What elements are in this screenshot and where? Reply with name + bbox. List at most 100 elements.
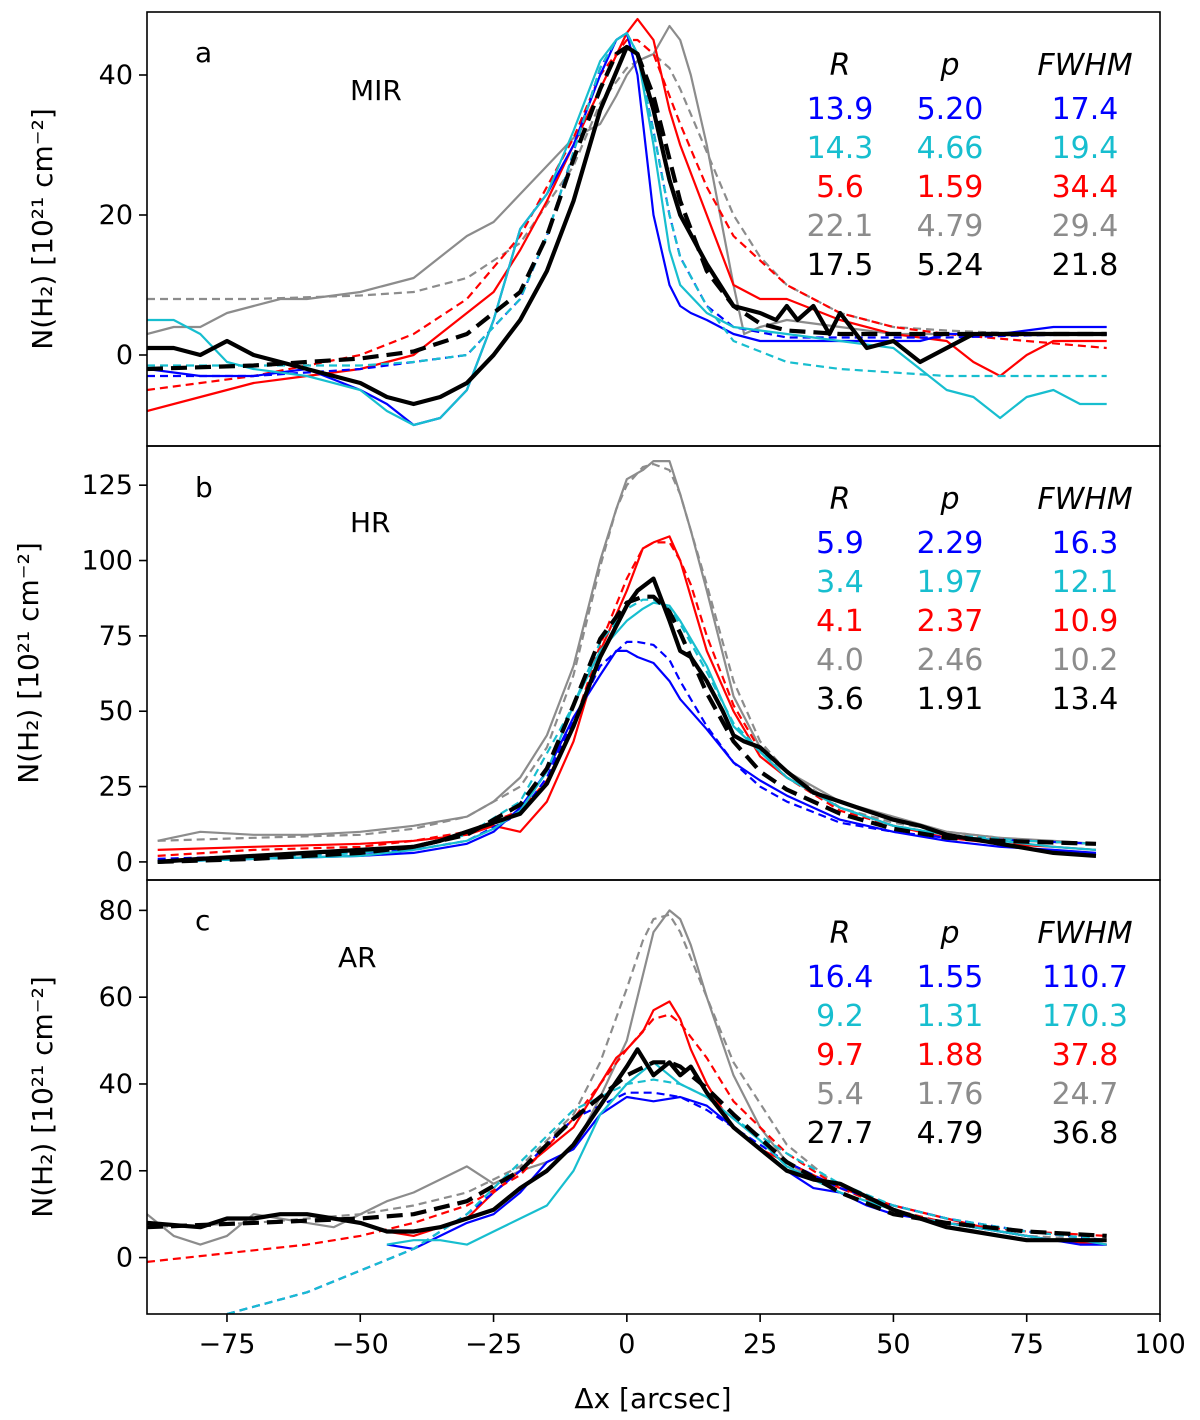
- series-gray-dashed-a: [147, 52, 1107, 336]
- y-tick-label-b-100: 100: [81, 546, 133, 577]
- table-cell-b-cyan-fwhm: 12.1: [1052, 565, 1119, 600]
- table-header-a-fwhm: FWHM: [1037, 48, 1132, 83]
- table-cell-c-black-r: 27.7: [807, 1116, 874, 1151]
- table-cell-a-cyan-fwhm: 19.4: [1052, 131, 1119, 166]
- series-gray-solid-a: [147, 24, 1107, 336]
- y-tick-label-a-20: 20: [99, 200, 133, 231]
- series-black-dashed-a: [147, 44, 1107, 372]
- y-tick-label-c-40: 40: [99, 1069, 133, 1100]
- table-header-c-r: R: [830, 916, 851, 951]
- table-header-c-p: p: [939, 916, 959, 951]
- table-cell-c-cyan-p: 1.31: [917, 999, 984, 1034]
- table-header-b-fwhm: FWHM: [1037, 482, 1132, 517]
- table-cell-c-blue-p: 1.55: [917, 960, 984, 995]
- table-cell-a-gray-p: 4.79: [917, 209, 984, 244]
- y-tick-label-a-40: 40: [99, 60, 133, 91]
- series-cyan-solid-c: [386, 1061, 1107, 1246]
- y-axis-label-b: N(H₂) [10²¹ cm⁻²]: [12, 542, 45, 783]
- table-cell-c-red-fwhm: 37.8: [1052, 1038, 1119, 1073]
- y-tick-label-a-0: 0: [116, 340, 133, 371]
- table-header-a-p: p: [939, 48, 959, 83]
- table-cell-c-black-fwhm: 36.8: [1052, 1116, 1119, 1151]
- y-tick-label-c-20: 20: [99, 1156, 133, 1187]
- table-cell-b-cyan-r: 3.4: [816, 565, 864, 600]
- y-tick-label-c-0: 0: [116, 1243, 133, 1274]
- table-cell-c-red-p: 1.88: [917, 1038, 984, 1073]
- table-cell-c-black-p: 4.79: [917, 1116, 984, 1151]
- table-cell-b-cyan-p: 1.97: [917, 565, 984, 600]
- y-tick-label-b-50: 50: [99, 696, 133, 727]
- panel-a-lines: [147, 17, 1107, 427]
- table-cell-c-cyan-r: 9.2: [816, 999, 864, 1034]
- y-tick-label-c-80: 80: [99, 895, 133, 926]
- panel-c-name: AR: [338, 941, 377, 974]
- table-cell-b-black-p: 1.91: [917, 682, 984, 717]
- x-tick-label--25: −25: [465, 1329, 522, 1360]
- table-cell-a-black-r: 17.5: [807, 248, 874, 283]
- table-cell-a-black-p: 5.24: [917, 248, 984, 283]
- table-cell-b-gray-r: 4.0: [816, 643, 864, 678]
- x-tick-label-100: 100: [1134, 1329, 1186, 1360]
- panel-frames: [146, 11, 1161, 1315]
- table-cell-b-blue-fwhm: 16.3: [1052, 526, 1119, 561]
- x-tick-label-0: 0: [618, 1329, 635, 1360]
- y-tick-label-b-125: 125: [81, 470, 133, 501]
- panel-b-y-ticks: 0 25 50 75 100 125: [81, 470, 147, 878]
- table-cell-b-blue-p: 2.29: [917, 526, 984, 561]
- table-cell-c-gray-fwhm: 24.7: [1052, 1077, 1119, 1112]
- table-cell-a-red-fwhm: 34.4: [1052, 170, 1119, 205]
- series-gray-dashed-c: [147, 913, 1107, 1242]
- y-tick-label-b-75: 75: [99, 621, 133, 652]
- series-black-dashed-c: [147, 1060, 1107, 1238]
- table-cell-b-red-fwhm: 10.9: [1052, 604, 1119, 639]
- panel-b-name: HR: [350, 506, 391, 539]
- x-tick-label--75: −75: [198, 1329, 255, 1360]
- table-cell-b-gray-fwhm: 10.2: [1052, 643, 1119, 678]
- table-cell-c-red-r: 9.7: [816, 1038, 864, 1073]
- series-black-solid-a: [147, 44, 1107, 407]
- series-cyan-dashed-a: [147, 31, 1107, 378]
- panel-c-lines: [147, 909, 1107, 1314]
- x-tick-label-50: 50: [876, 1329, 910, 1360]
- y-axis-label-a: N(H₂) [10²¹ cm⁻²]: [26, 108, 59, 349]
- table-cell-c-cyan-fwhm: 170.3: [1042, 999, 1128, 1034]
- table-cell-a-red-p: 1.59: [917, 170, 984, 205]
- table-cell-a-blue-fwhm: 17.4: [1052, 92, 1119, 127]
- panel-a-frame: [146, 11, 1161, 447]
- table-cell-a-gray-fwhm: 29.4: [1052, 209, 1119, 244]
- table-cell-a-black-fwhm: 21.8: [1052, 248, 1119, 283]
- table-header-c-fwhm: FWHM: [1037, 916, 1132, 951]
- table-header-b-r: R: [830, 482, 851, 517]
- table-cell-a-cyan-r: 14.3: [807, 131, 874, 166]
- series-cyan-solid-a: [147, 31, 1107, 427]
- table-header-b-p: p: [939, 482, 959, 517]
- series-cyan-dashed-b: [157, 598, 1097, 863]
- series-blue-solid-a: [147, 31, 1107, 427]
- series-cyan-dashed-c: [226, 1078, 1107, 1314]
- panel-a-y-ticks: 0 20 40: [99, 60, 147, 371]
- table-cell-b-red-r: 4.1: [816, 604, 864, 639]
- table-cell-c-blue-fwhm: 110.7: [1042, 960, 1128, 995]
- table-cell-b-red-p: 2.37: [917, 604, 984, 639]
- table-cell-a-red-r: 5.6: [816, 170, 864, 205]
- table-cell-a-cyan-p: 4.66: [917, 131, 984, 166]
- x-axis-label: Δx [arcsec]: [574, 1382, 731, 1415]
- x-axis: −75 −50 −25 0 25 50 75 100: [198, 1314, 1186, 1360]
- table-cell-c-gray-r: 5.4: [816, 1077, 864, 1112]
- table-cell-a-blue-r: 13.9: [807, 92, 874, 127]
- series-red-dashed-a: [147, 38, 1107, 392]
- y-axis-label-c: N(H₂) [10²¹ cm⁻²]: [26, 976, 59, 1217]
- table-cell-b-blue-r: 5.9: [816, 526, 864, 561]
- panel-c-y-ticks: 0 20 40 60 80: [99, 895, 147, 1274]
- table-cell-b-black-fwhm: 13.4: [1052, 682, 1119, 717]
- y-tick-label-b-25: 25: [99, 772, 133, 803]
- panel-a-letter: a: [195, 36, 212, 69]
- table-cell-b-black-r: 3.6: [816, 682, 864, 717]
- x-tick-label--50: −50: [332, 1329, 389, 1360]
